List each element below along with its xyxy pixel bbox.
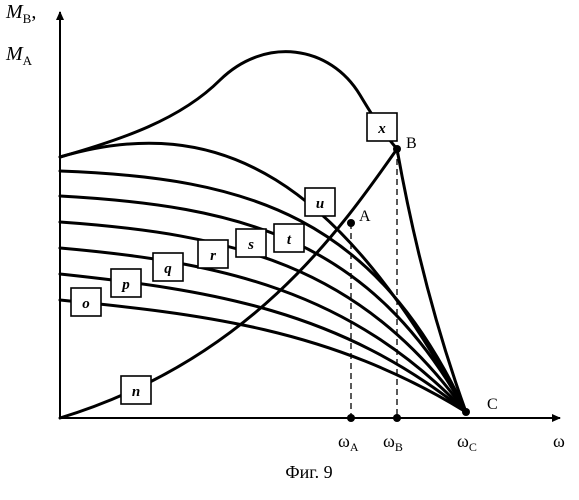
curve-b-to-c (397, 149, 466, 412)
label-box-t: t (274, 224, 304, 252)
label-box-n: n (121, 376, 151, 404)
label-u: u (316, 196, 324, 212)
label-box-s: s (236, 229, 266, 257)
figure-caption: Фиг. 9 (285, 462, 332, 482)
label-box-q: q (153, 253, 183, 281)
label-box-r: r (198, 240, 228, 268)
tick-label-omega-b: ωB (383, 431, 403, 454)
point-c-marker (462, 408, 470, 416)
label-n: n (132, 384, 140, 400)
label-o: o (82, 296, 90, 312)
tick-label-omega-a: ωA (338, 431, 359, 454)
label-box-o: o (71, 288, 101, 316)
label-r: r (210, 248, 216, 264)
label-box-u: u (305, 188, 335, 216)
point-a-label: A (359, 208, 371, 225)
point-b-label: B (406, 135, 417, 152)
y-axis-label-line2: MA (5, 43, 33, 68)
x-axis-label: ω (553, 431, 565, 451)
curve-x (60, 52, 397, 157)
point-c-label: C (487, 396, 498, 413)
label-q: q (164, 261, 172, 277)
tick-wb-marker (393, 414, 401, 422)
label-box-x: x (367, 113, 397, 141)
label-s: s (247, 237, 254, 253)
point-b-marker (393, 145, 401, 153)
label-p: p (120, 277, 130, 293)
point-a-marker (347, 219, 355, 227)
tick-label-omega-c: ωC (457, 431, 477, 454)
tick-wa-marker (347, 414, 355, 422)
label-box-p: p (111, 269, 141, 297)
y-axis-label-line1: MB, (5, 1, 36, 26)
label-x: x (377, 121, 386, 137)
